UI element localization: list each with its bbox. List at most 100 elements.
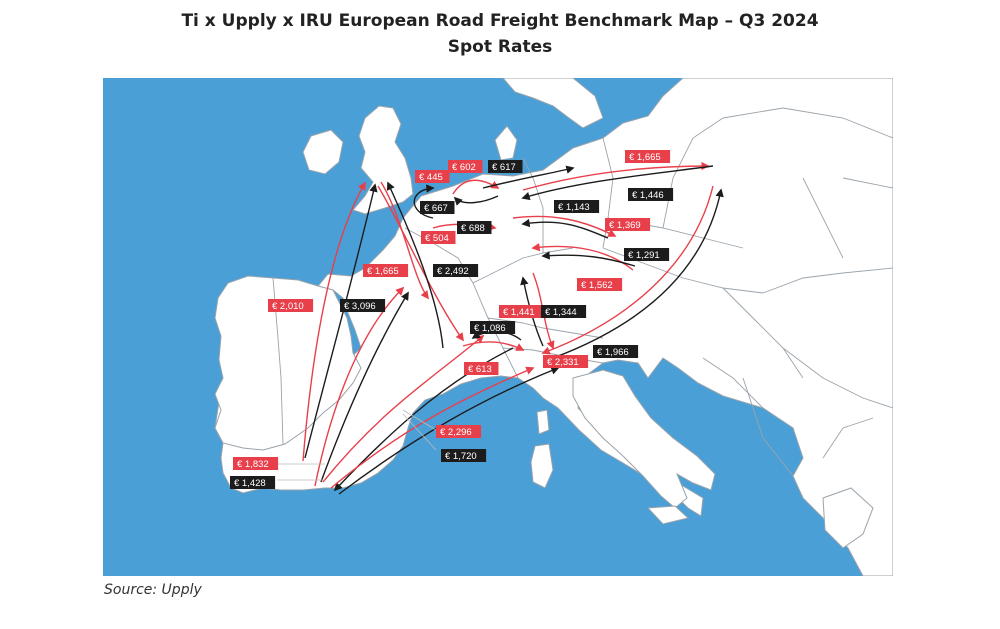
rate-label-red: € 2,010 <box>268 299 314 312</box>
lane-uk-france-red <box>380 181 430 300</box>
land-iberia <box>214 275 362 451</box>
rate-label-black: € 1,143 <box>554 200 600 213</box>
freight-lanes <box>302 161 724 495</box>
land-greece <box>822 487 874 549</box>
rate-label-text: € 613 <box>468 364 492 375</box>
rate-label-box <box>624 248 670 261</box>
rate-label-box <box>340 299 386 312</box>
lane-iberia-france-red <box>314 286 405 487</box>
rate-label-black: € 3,096 <box>340 299 386 312</box>
rate-label-box <box>415 170 450 183</box>
rate-label-red: € 613 <box>464 362 499 375</box>
lane-poland-italy-black <box>552 188 724 359</box>
rate-label-text: € 1,441 <box>503 307 535 318</box>
lane-iberia-uk-red <box>302 181 366 462</box>
rate-label-box <box>625 150 671 163</box>
rate-label-black: € 667 <box>420 201 455 214</box>
rate-label-text: € 1,291 <box>628 250 660 261</box>
rate-label-box <box>363 264 409 277</box>
rate-label-box <box>441 449 487 462</box>
rate-label-text: € 1,143 <box>558 202 590 213</box>
rate-label-text: € 667 <box>424 203 448 214</box>
rate-label-red: € 1,562 <box>577 278 623 291</box>
land-sardinia <box>530 443 554 489</box>
rate-label-black: € 1,720 <box>441 449 487 462</box>
lane-iberia-france-black <box>320 291 409 483</box>
lane-germany-east-black <box>482 165 575 189</box>
rate-label-box <box>470 321 516 334</box>
rate-label-text: € 617 <box>492 162 516 173</box>
lane-germany-czech-black <box>521 218 609 239</box>
land-denmark <box>494 125 518 161</box>
rate-label-red: € 602 <box>448 160 483 173</box>
rate-label-red: € 1,665 <box>363 264 409 277</box>
rate-label-box <box>488 160 523 173</box>
map-title: Ti x Upply x IRU European Road Freight B… <box>0 8 1000 60</box>
lane-uk-iberia-black <box>304 183 378 459</box>
lane-hungary-germany-black <box>541 251 636 267</box>
rate-label-text: € 2,010 <box>272 301 304 312</box>
land-great-britain <box>352 105 414 215</box>
lane-germany-czech-red <box>512 215 617 237</box>
land-italy <box>572 369 716 509</box>
lane-germany-benelux-black <box>453 195 499 206</box>
rate-label-black: € 1,428 <box>230 476 276 489</box>
rate-label-black: € 1,086 <box>470 321 516 334</box>
rate-label-red: € 445 <box>415 170 450 183</box>
rate-label-red: € 1,369 <box>605 218 651 231</box>
lane-iberia-italy-red <box>322 334 485 483</box>
rate-label-black: € 1,291 <box>624 248 670 261</box>
rate-label-box <box>464 362 499 375</box>
lane-uk-italy-black <box>386 181 444 349</box>
rate-label-box <box>433 264 479 277</box>
rate-label-text: € 1,832 <box>237 459 269 470</box>
rate-label-black: € 1,344 <box>541 305 587 318</box>
rate-label-text: € 688 <box>461 223 485 234</box>
rate-label-text: € 3,096 <box>344 301 376 312</box>
rate-label-box <box>541 305 587 318</box>
rate-label-box <box>577 278 623 291</box>
rate-label-text: € 2,331 <box>547 357 579 368</box>
lane-germany-hungary-red <box>531 243 634 271</box>
rate-label-text: € 1,428 <box>234 478 266 489</box>
rate-label-box <box>436 425 482 438</box>
rate-label-box <box>628 188 674 201</box>
land-sicily <box>646 505 690 525</box>
callout-leaders <box>277 409 437 481</box>
rate-labels: € 445 € 602 € 617 € 667 € 688 € 504 € 1,665 € 1… <box>230 150 674 489</box>
rate-label-red: € 1,441 <box>499 305 545 318</box>
rate-label-text: € 445 <box>419 172 443 183</box>
rate-label-box <box>421 231 456 244</box>
rate-label-text: € 1,086 <box>474 323 506 334</box>
rate-label-box <box>457 221 492 234</box>
lane-uk-benelux-black <box>413 184 435 219</box>
rate-label-box <box>230 476 276 489</box>
rate-label-red: € 1,832 <box>233 457 279 470</box>
rate-label-text: € 1,966 <box>597 347 629 358</box>
title-line-1: Ti x Upply x IRU European Road Freight B… <box>181 11 819 31</box>
rate-label-box <box>420 201 455 214</box>
rate-label-text: € 602 <box>452 162 476 173</box>
rate-label-box <box>605 218 651 231</box>
lane-uk-italy-red <box>377 185 464 342</box>
lane-france-italy-red <box>462 341 525 351</box>
rate-label-text: € 1,446 <box>632 190 664 201</box>
rate-label-text: € 2,296 <box>440 427 472 438</box>
rate-label-box <box>233 457 279 470</box>
source-note: Source: Upply <box>104 582 202 598</box>
rate-label-box <box>543 355 589 368</box>
rate-label-red: € 2,296 <box>436 425 482 438</box>
rate-label-text: € 1,720 <box>445 451 477 462</box>
rate-label-text: € 1,665 <box>629 152 661 163</box>
europe-map: € 445 € 602 € 617 € 667 € 688 € 504 € 1,665 € 1… <box>103 78 893 576</box>
rate-label-black: € 1,966 <box>593 345 639 358</box>
land-ireland <box>302 129 344 175</box>
lane-iberia-germany-black <box>338 366 560 495</box>
lane-poland-germany-black <box>521 165 714 201</box>
rate-label-text: € 1,665 <box>367 266 399 277</box>
rate-label-black: € 2,492 <box>433 264 479 277</box>
rate-label-red: € 504 <box>421 231 456 244</box>
rate-label-red: € 2,331 <box>543 355 589 368</box>
rate-label-box <box>554 200 600 213</box>
rate-label-black: € 617 <box>488 160 523 173</box>
